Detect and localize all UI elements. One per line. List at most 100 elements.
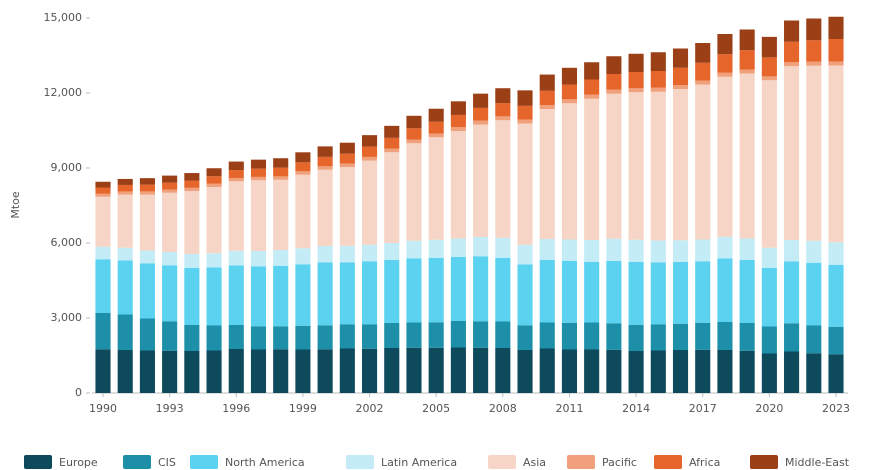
bar-segment xyxy=(473,107,489,121)
bar-segment xyxy=(784,261,800,324)
bar-segment xyxy=(95,246,111,260)
bar-segment xyxy=(384,152,400,243)
bar-segment xyxy=(206,253,222,268)
bar-segment xyxy=(806,325,822,354)
x-tick-label: 2005 xyxy=(422,402,450,415)
bar-segment xyxy=(806,262,822,326)
bar-segment xyxy=(117,184,133,192)
bar-segment xyxy=(495,321,511,348)
bar-segment xyxy=(317,325,333,350)
bar-segment xyxy=(406,139,422,144)
bar-segment xyxy=(606,89,622,94)
bar-segment xyxy=(539,239,555,260)
bar-segment xyxy=(162,252,178,266)
bar-segment xyxy=(739,29,755,51)
bar-segment xyxy=(473,237,489,257)
bar-segment xyxy=(717,54,733,73)
bar-segment xyxy=(806,353,822,393)
bar-segment xyxy=(517,264,533,326)
y-tick-label: 12,000 xyxy=(44,86,83,99)
bar-segment xyxy=(561,67,578,85)
bar-segment xyxy=(273,158,289,168)
bar-segment xyxy=(784,351,800,393)
bar-segment xyxy=(672,85,689,89)
bar-segment xyxy=(250,168,267,177)
y-tick-label: 0 xyxy=(75,386,82,399)
bar-segment xyxy=(784,323,800,352)
bar-segment xyxy=(650,240,666,263)
bar-segment xyxy=(250,180,267,251)
bar-segment xyxy=(428,347,444,393)
bar-segment xyxy=(206,187,222,254)
bar-segment xyxy=(295,325,311,350)
bar-segment xyxy=(428,121,444,134)
x-tick-label: 2023 xyxy=(822,402,850,415)
bar-segment xyxy=(495,257,511,322)
bar-segment xyxy=(361,156,378,161)
bar-segment xyxy=(517,325,533,350)
bar-segment xyxy=(495,103,511,117)
bar-segment xyxy=(139,184,155,192)
bar-segment xyxy=(117,194,133,248)
bar-segment xyxy=(273,326,289,350)
bar-segment xyxy=(561,322,578,350)
bar-segment xyxy=(428,239,444,258)
bar-segment xyxy=(784,240,800,262)
bar-segment xyxy=(117,260,133,315)
bar-segment xyxy=(717,72,733,77)
bar-segment xyxy=(828,65,844,243)
bar-segment xyxy=(695,239,711,262)
legend-label: Asia xyxy=(523,456,546,469)
bar-segment xyxy=(761,267,777,327)
bar-segment xyxy=(628,92,644,240)
bar-segment xyxy=(428,322,444,348)
bar-segment xyxy=(206,350,222,393)
x-tick-label: 2017 xyxy=(689,402,717,415)
bar-segment xyxy=(295,171,311,175)
bar-segment xyxy=(739,50,755,70)
bar-segment xyxy=(162,321,178,351)
bar-segment xyxy=(539,348,555,393)
legend-swatch xyxy=(123,455,151,469)
bar-segment xyxy=(428,137,444,240)
bar-segment xyxy=(739,260,755,323)
bar-segment xyxy=(695,349,711,393)
bar-segment xyxy=(473,93,489,108)
bar-segment xyxy=(384,137,400,149)
bar-segment xyxy=(162,175,178,183)
bar-segment xyxy=(517,123,533,245)
legend-label: Africa xyxy=(689,456,720,469)
bar-segment xyxy=(784,62,800,67)
bar-segment xyxy=(561,84,578,100)
bar-segment xyxy=(561,99,578,104)
legend-label: Pacific xyxy=(602,456,637,469)
bar-segment xyxy=(672,89,689,241)
bar-segment xyxy=(428,133,444,138)
x-tick-label: 2014 xyxy=(622,402,650,415)
bar-segment xyxy=(784,41,800,63)
bar-segment xyxy=(317,156,333,167)
y-tick-label: 6,000 xyxy=(51,236,83,249)
bar-segment xyxy=(495,88,511,104)
bar-segment xyxy=(450,101,466,115)
bar-segment xyxy=(162,350,178,393)
bar-segment xyxy=(584,94,600,99)
bar-segment xyxy=(784,20,800,42)
bar-segment xyxy=(473,347,489,393)
legend-swatch xyxy=(567,455,595,469)
bar-segment xyxy=(184,254,200,268)
bar-segment xyxy=(228,177,244,182)
bar-segment xyxy=(384,323,400,348)
bar-segment xyxy=(717,236,733,259)
bar-segment xyxy=(584,261,600,323)
bar-segment xyxy=(406,128,422,140)
bar-segment xyxy=(450,321,466,348)
bar-segment xyxy=(739,238,755,260)
bar-segment xyxy=(139,191,155,195)
bar-segment xyxy=(406,240,422,259)
bar-segment xyxy=(295,349,311,393)
bar-segment xyxy=(339,163,355,167)
bar-segment xyxy=(361,324,378,349)
bar-segment xyxy=(250,159,267,169)
x-tick-label: 1996 xyxy=(222,402,250,415)
